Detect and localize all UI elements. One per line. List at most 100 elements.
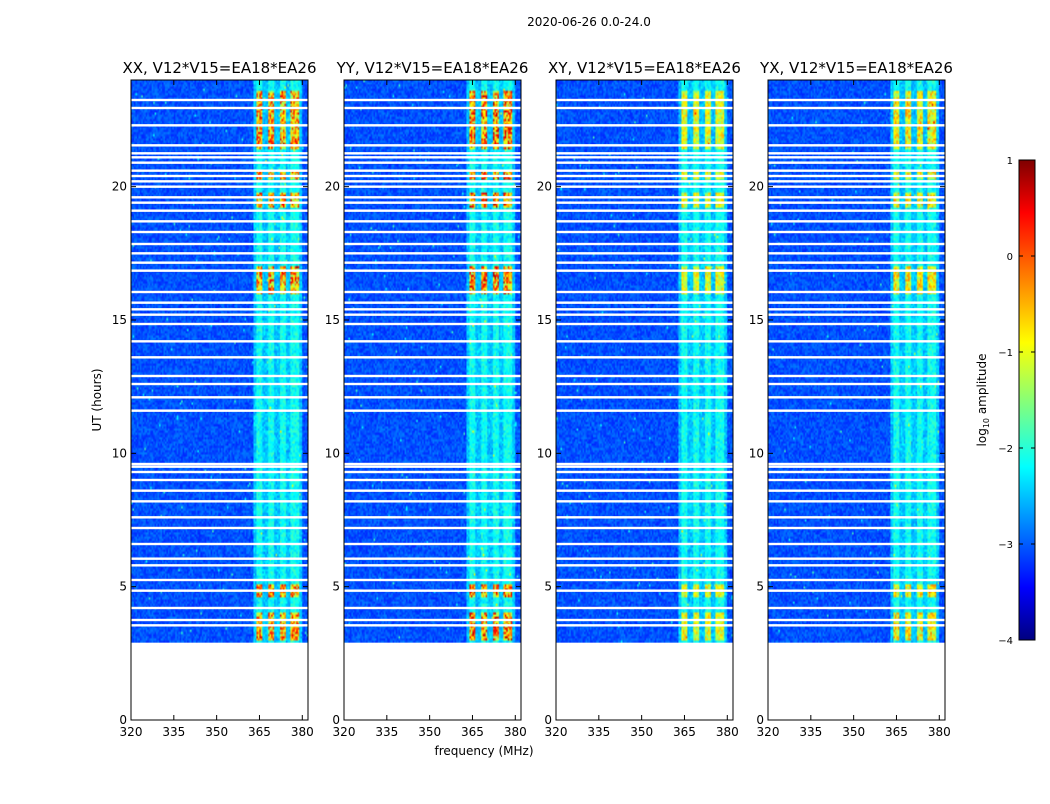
data-gap-line (344, 185, 521, 188)
data-gap-line (556, 174, 733, 178)
y-tick-label: 15 (325, 313, 340, 327)
data-gap-line (344, 462, 521, 466)
data-gap-line (768, 606, 945, 610)
data-gap-line (556, 269, 733, 272)
data-gap-line (344, 252, 521, 255)
data-gap-line (131, 382, 308, 386)
data-gap-line (556, 470, 733, 474)
data-gap-line (556, 478, 733, 482)
colorbar-tick-label: 0 (1007, 252, 1013, 263)
x-tick-label: 365 (461, 725, 484, 739)
colorbar-tick-label: −3 (998, 540, 1013, 551)
data-gap-line (768, 230, 945, 234)
data-gap-line (768, 220, 945, 223)
data-gap-line (768, 161, 945, 164)
spectrogram-image (131, 80, 308, 643)
data-gap-line (344, 382, 521, 386)
data-gap-line (768, 322, 945, 326)
data-gap-line (131, 462, 308, 466)
y-axis-label: UT (hours) (90, 368, 104, 431)
data-gap-line (131, 374, 308, 378)
x-tick-label: 335 (162, 725, 185, 739)
data-gap-line (131, 542, 308, 546)
data-gap-line (131, 516, 308, 519)
data-gap-line (131, 196, 308, 199)
figure-title: 2020-06-26 0.0-24.0 (527, 15, 651, 29)
data-gap-line (344, 308, 521, 311)
data-gap-line (768, 209, 945, 212)
data-gap-line (131, 230, 308, 234)
data-gap-line (344, 290, 521, 294)
data-gap-line (344, 557, 521, 560)
data-gap-line (556, 98, 733, 102)
panel-3: XY, V12*V15=EA18*EA26 320 335 350 365 380 0 5 10… (537, 59, 741, 739)
colorbar-tick-label: 1 (1007, 156, 1013, 167)
data-gap-line (344, 409, 521, 412)
y-tick-label: 20 (749, 180, 764, 194)
data-gap-line (556, 209, 733, 212)
data-gap-line (768, 106, 945, 110)
panel-title: XX, V12*V15=EA18*EA26 (122, 59, 316, 77)
data-gap-line (768, 313, 945, 316)
data-gap-line (344, 356, 521, 359)
y-tick-label: 0 (544, 713, 552, 727)
x-tick-label: 335 (375, 725, 398, 739)
y-tick-label: 15 (749, 313, 764, 327)
data-gap-line (344, 242, 521, 246)
y-tick-label: 0 (756, 713, 764, 727)
data-gap-line (556, 220, 733, 223)
x-tick-label: 380 (504, 725, 527, 739)
data-gap-line (344, 500, 521, 503)
colorbar-tick-label: −1 (998, 348, 1013, 359)
data-gap-line (344, 374, 521, 378)
data-gap-line (131, 290, 308, 294)
colorbar-label-sub: 10 (982, 418, 991, 428)
data-gap-line (556, 340, 733, 343)
colorbar-label: log10 amplitude (975, 354, 991, 447)
data-gap-line (768, 589, 945, 592)
data-gap-line (768, 618, 945, 622)
data-gap-line (344, 156, 521, 159)
data-gap-line (344, 542, 521, 546)
data-gap-line (768, 301, 945, 304)
x-tick-label: 365 (673, 725, 696, 739)
data-gap-line (556, 564, 733, 567)
data-gap-line (556, 578, 733, 582)
data-gap-line (768, 340, 945, 343)
data-gap-line (344, 322, 521, 326)
data-gap-line (131, 618, 308, 622)
data-gap-line (556, 230, 733, 234)
data-gap-line (556, 196, 733, 199)
data-gap-line (556, 242, 733, 246)
data-gap-line (131, 269, 308, 272)
data-gap-line (768, 156, 945, 159)
y-tick-label: 0 (119, 713, 127, 727)
data-gap-line (131, 242, 308, 246)
data-gap-line (344, 624, 521, 627)
data-gap-line (344, 106, 521, 110)
data-gap-line (768, 196, 945, 199)
colorbar-tick-label: −2 (998, 444, 1013, 455)
data-gap-line (344, 124, 521, 127)
spectrogram-image (556, 80, 733, 643)
spectrogram-image (344, 80, 521, 643)
data-gap-line (768, 564, 945, 567)
y-tick-label: 5 (332, 580, 340, 594)
x-tick-label: 350 (842, 725, 865, 739)
data-gap-line (131, 98, 308, 102)
data-gap-line (131, 489, 308, 492)
data-gap-line (556, 322, 733, 326)
data-gap-line (344, 578, 521, 582)
y-tick-label: 15 (112, 313, 127, 327)
panel-4: YX, V12*V15=EA18*EA26 320 335 350 365 380 0 5 10… (749, 59, 953, 739)
panel-2: YY, V12*V15=EA18*EA26 320 335 350 365 380 0 5 10… (325, 59, 529, 739)
data-gap-line (344, 169, 521, 172)
data-gap-line (131, 557, 308, 560)
data-gap-line (556, 301, 733, 304)
y-tick-label: 5 (756, 580, 764, 594)
data-gap-line (556, 382, 733, 386)
y-tick-label: 20 (112, 180, 127, 194)
colorbar-gradient (1018, 159, 1036, 641)
data-gap-line (344, 144, 521, 147)
